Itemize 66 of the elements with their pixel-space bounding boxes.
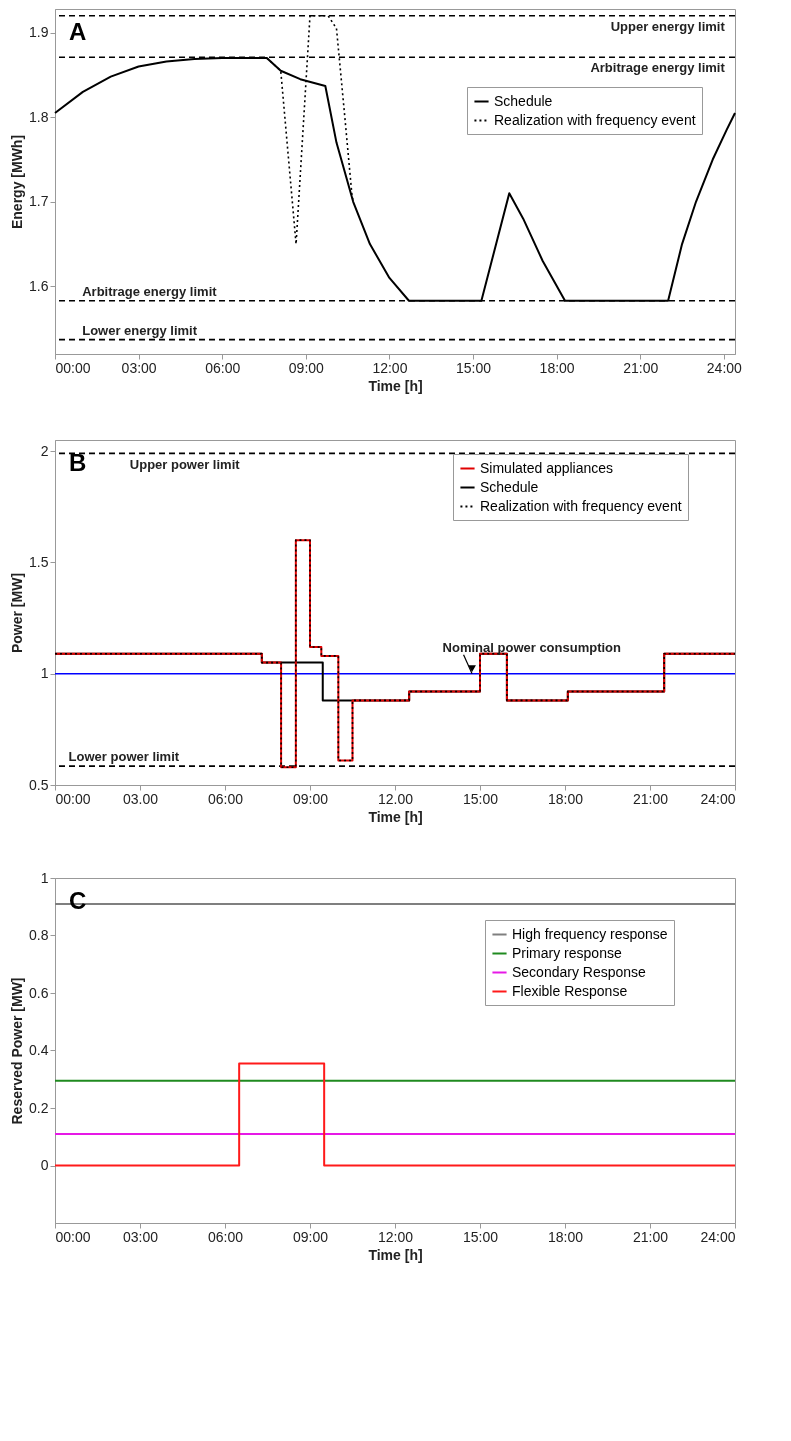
legend-label: Schedule	[494, 92, 553, 109]
chart-title: A	[69, 18, 87, 45]
x-tick-label: 24:00	[706, 359, 743, 376]
ref-line-label: Upper energy limit	[610, 18, 726, 34]
ref-line-label: Lower energy limit	[82, 322, 198, 338]
ref-line-label: Arbitrage energy limit	[590, 60, 726, 76]
x-tick-label: 24:00	[700, 790, 736, 807]
x-tick-label: 00:00	[55, 790, 91, 807]
y-tick-label: 1.9	[29, 24, 49, 41]
y-tick-label: 0.4	[29, 1042, 49, 1058]
y-tick-label: 1	[40, 665, 49, 682]
y-axis-title: Power [MW]	[9, 572, 26, 654]
legend-label: Realization with frequency event	[480, 497, 682, 514]
y-tick-label: 1.5	[29, 553, 49, 570]
chart-title: B	[69, 449, 87, 476]
x-axis-title: Time [h]	[368, 808, 423, 825]
legend-label: High frequency response	[512, 925, 668, 942]
y-tick-label: 0	[40, 1157, 49, 1173]
y-tick-label: 1.8	[29, 108, 49, 125]
x-tick-label: 15:00	[462, 790, 499, 807]
x-tick-label: 21:00	[632, 790, 669, 807]
x-axis-title: Time [h]	[368, 377, 423, 394]
ref-line-label: Lower power limit	[68, 749, 180, 765]
x-tick-label: 18:00	[539, 359, 575, 376]
x-tick-label: 09:00	[292, 1228, 329, 1245]
x-tick-label: 21:00	[632, 1228, 669, 1245]
y-tick-label: 1.6	[29, 277, 49, 294]
x-tick-label: 18:00	[547, 790, 584, 807]
x-tick-label: 09:00	[288, 359, 325, 376]
x-tick-label: 03:00	[122, 1228, 159, 1245]
x-tick-label: 24:00	[700, 1228, 736, 1245]
x-tick-label: 03:00	[121, 359, 157, 376]
x-tick-label: 18:00	[547, 1228, 584, 1245]
y-tick-label: 2	[40, 442, 49, 459]
legend-label: Schedule	[480, 478, 539, 495]
ref-line-label: Upper power limit	[129, 457, 241, 473]
chart-title: C	[69, 887, 87, 914]
x-tick-label: 09:00	[292, 790, 329, 807]
y-tick-label: 1.7	[29, 193, 49, 210]
x-tick-label: 21:00	[623, 359, 659, 376]
legend-label: Secondary Response	[512, 963, 647, 980]
legend-label: Flexible Response	[512, 982, 628, 999]
x-tick-label: 12:00	[377, 1228, 414, 1245]
legend-label: Realization with frequency event	[494, 111, 696, 128]
y-tick-label: 0.6	[29, 984, 49, 1001]
y-axis-title: Energy [MWh]	[9, 134, 26, 230]
x-tick-label: 00:00	[55, 359, 91, 376]
y-tick-label: 0.2	[29, 1099, 49, 1116]
legend-label: Simulated appliances	[480, 459, 614, 476]
legend-label: Primary response	[512, 944, 622, 961]
x-tick-label: 03.00	[122, 790, 159, 807]
x-tick-label: 00:00	[55, 1228, 91, 1245]
x-tick-label: 15:00	[462, 1228, 499, 1245]
y-tick-label: 0.5	[29, 776, 49, 793]
x-axis-title: Time [h]	[368, 1246, 423, 1263]
x-tick-label: 15:00	[456, 359, 492, 376]
x-tick-label: 12:00	[372, 359, 408, 376]
x-tick-label: 12.00	[377, 790, 414, 807]
x-tick-label: 06:00	[205, 359, 241, 376]
y-axis-title: Reserved Power [MW]	[9, 977, 26, 1125]
x-tick-label: 06:00	[207, 1228, 244, 1245]
ref-line-label: Nominal power consumption	[442, 639, 622, 655]
y-tick-label: 0.8	[29, 927, 49, 943]
x-tick-label: 06:00	[207, 790, 244, 807]
y-tick-label: 1	[40, 869, 49, 886]
ref-line-label: Arbitrage energy limit	[82, 283, 218, 299]
